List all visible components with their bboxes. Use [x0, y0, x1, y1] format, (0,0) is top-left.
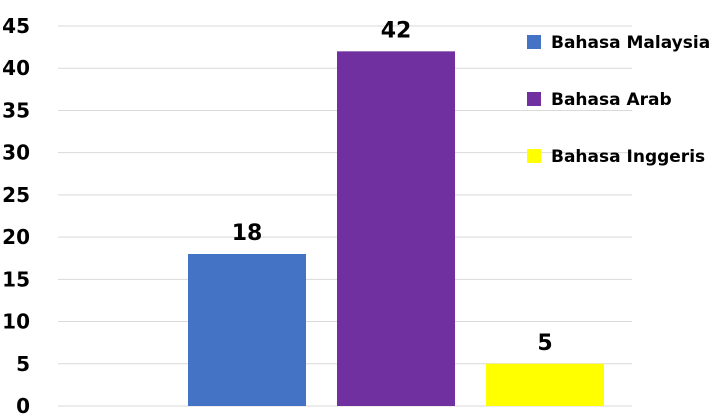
legend-swatch [527, 149, 541, 163]
y-tick-label: 45 [2, 14, 30, 38]
legend-label: Bahasa Malaysia [551, 33, 710, 53]
bars [188, 51, 604, 406]
legend-swatch [527, 92, 541, 106]
y-tick-label: 35 [2, 98, 30, 122]
legend-label: Bahasa Arab [551, 90, 672, 110]
y-tick-label: 10 [2, 310, 30, 334]
legend-label: Bahasa Inggeris [551, 147, 705, 167]
bar-3 [486, 363, 604, 406]
data-label: 42 [381, 18, 412, 43]
legend: Bahasa Malaysia Bahasa Arab Bahasa Inggeri… [527, 33, 710, 167]
y-tick-label: 15 [2, 267, 30, 291]
bar-1 [188, 254, 306, 406]
y-tick-label: 20 [2, 225, 30, 249]
data-labels: 18 42 5 [232, 18, 553, 355]
y-tick-label: 0 [16, 394, 30, 416]
legend-swatch [527, 35, 541, 49]
data-label: 5 [537, 331, 552, 356]
y-tick-label: 5 [16, 352, 30, 376]
y-tick-label: 25 [2, 183, 30, 207]
y-tick-label: 40 [2, 56, 30, 80]
data-label: 18 [232, 221, 263, 246]
bar-2 [337, 51, 455, 406]
y-axis-tick-labels: 0 5 10 15 20 25 30 35 40 45 [2, 14, 30, 416]
y-tick-label: 30 [2, 141, 30, 165]
